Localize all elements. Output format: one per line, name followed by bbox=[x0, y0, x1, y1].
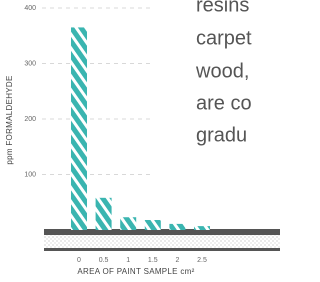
body-line: resins bbox=[196, 0, 249, 16]
y-axis-title: ppm FORMALDEHYDE bbox=[5, 75, 14, 164]
bar bbox=[71, 27, 87, 230]
x-tick-label: 2.5 bbox=[197, 257, 207, 264]
bar bbox=[120, 217, 136, 230]
body-text: resins carpet wood, are co gradu bbox=[195, 0, 252, 146]
base-line bbox=[44, 248, 280, 251]
x-tick-label: 1 bbox=[126, 257, 130, 264]
bar bbox=[194, 226, 210, 230]
y-tick-label: 100 bbox=[24, 171, 36, 178]
y-tick-label: 300 bbox=[24, 60, 36, 67]
x-tick-label: 0 bbox=[77, 257, 81, 264]
body-line: wood, bbox=[195, 60, 249, 82]
base-texture bbox=[44, 235, 280, 248]
body-line: carpet bbox=[196, 27, 252, 49]
x-tick-label: 1.5 bbox=[148, 257, 158, 264]
y-tick-label: 200 bbox=[24, 116, 36, 123]
bar bbox=[96, 198, 112, 230]
bar bbox=[169, 224, 185, 230]
x-tick-label: 0.5 bbox=[99, 257, 109, 264]
chart: ppm FORMALDEHYDE AREA OF PAINT SAMPLE cm… bbox=[0, 0, 280, 282]
body-line: are co bbox=[196, 92, 252, 114]
x-axis-title: AREA OF PAINT SAMPLE cm² bbox=[77, 267, 194, 276]
x-tick-label: 2 bbox=[175, 257, 179, 264]
y-tick-label: 400 bbox=[24, 5, 36, 12]
body-line: gradu bbox=[196, 124, 247, 146]
bar bbox=[145, 220, 161, 230]
